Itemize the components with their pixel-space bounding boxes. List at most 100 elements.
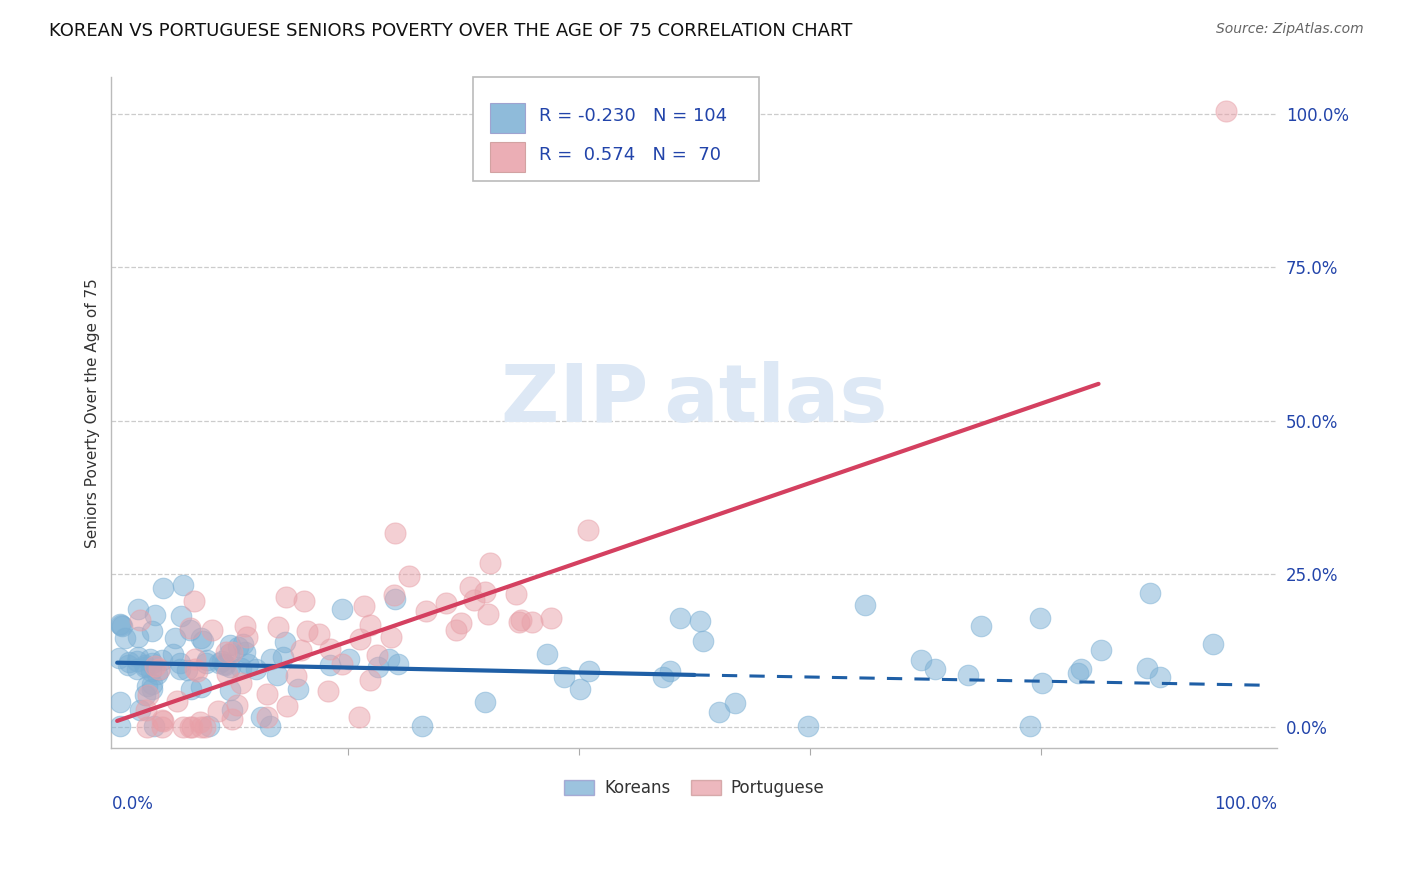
- Point: [797, 719, 820, 733]
- Point: [141, 656, 163, 670]
- Point: [229, 676, 252, 690]
- Point: [129, 614, 152, 628]
- Point: [367, 659, 389, 673]
- Point: [366, 648, 388, 662]
- Point: [195, 653, 218, 667]
- Point: [184, 662, 207, 676]
- Point: [135, 679, 157, 693]
- Point: [135, 720, 157, 734]
- Point: [1070, 662, 1092, 676]
- Point: [125, 654, 148, 668]
- Point: [359, 617, 381, 632]
- Point: [855, 599, 877, 613]
- Point: [211, 654, 233, 668]
- Point: [520, 615, 543, 630]
- Point: [152, 581, 174, 595]
- Point: [218, 647, 240, 661]
- Text: KOREAN VS PORTUGUESE SENIORS POVERTY OVER THE AGE OF 75 CORRELATION CHART: KOREAN VS PORTUGUESE SENIORS POVERTY OVE…: [49, 22, 852, 40]
- Point: [134, 688, 156, 702]
- Point: [233, 645, 256, 659]
- Point: [478, 557, 501, 571]
- Point: [568, 682, 591, 697]
- Point: [150, 653, 173, 667]
- Point: [117, 657, 139, 672]
- Point: [377, 652, 399, 666]
- Point: [245, 662, 267, 676]
- Point: [108, 695, 131, 709]
- Point: [256, 710, 278, 724]
- Point: [540, 610, 562, 624]
- Point: [259, 719, 281, 733]
- Point: [181, 720, 204, 734]
- FancyBboxPatch shape: [472, 78, 759, 181]
- Point: [139, 664, 162, 678]
- Point: [970, 619, 993, 633]
- Point: [212, 657, 235, 672]
- Point: [188, 714, 211, 729]
- Point: [332, 602, 354, 616]
- Point: [474, 584, 496, 599]
- Point: [353, 599, 375, 613]
- Point: [184, 652, 207, 666]
- Point: [1215, 104, 1237, 119]
- FancyBboxPatch shape: [491, 143, 526, 172]
- Point: [172, 720, 194, 734]
- Point: [474, 695, 496, 709]
- Point: [134, 657, 156, 672]
- Point: [143, 658, 166, 673]
- Point: [150, 720, 173, 734]
- Point: [287, 681, 309, 696]
- Point: [136, 688, 159, 702]
- Point: [1149, 670, 1171, 684]
- Point: [166, 694, 188, 708]
- Point: [349, 632, 371, 646]
- Point: [200, 623, 222, 637]
- Point: [214, 657, 236, 672]
- Point: [910, 653, 932, 667]
- Point: [179, 720, 201, 734]
- Point: [692, 634, 714, 648]
- Point: [266, 668, 288, 682]
- Point: [186, 664, 208, 678]
- Point: [108, 651, 131, 665]
- Point: [434, 596, 457, 610]
- Point: [689, 614, 711, 628]
- Point: [924, 662, 946, 676]
- Point: [169, 662, 191, 676]
- Point: [207, 656, 229, 670]
- Point: [380, 630, 402, 644]
- Point: [194, 720, 217, 734]
- Point: [190, 720, 212, 734]
- Point: [384, 591, 406, 606]
- Point: [152, 714, 174, 728]
- Point: [231, 660, 253, 674]
- Point: [163, 631, 186, 645]
- Point: [191, 634, 214, 648]
- Point: [218, 683, 240, 698]
- Point: [127, 649, 149, 664]
- Legend: Koreans, Portuguese: Koreans, Portuguese: [558, 772, 831, 804]
- Point: [250, 710, 273, 724]
- Point: [316, 684, 339, 698]
- Point: [295, 624, 318, 639]
- Point: [382, 588, 405, 602]
- Point: [135, 703, 157, 717]
- Point: [150, 713, 173, 727]
- Point: [225, 698, 247, 712]
- Point: [108, 719, 131, 733]
- Point: [170, 609, 193, 624]
- Point: [267, 620, 290, 634]
- Point: [226, 640, 249, 654]
- Point: [139, 651, 162, 665]
- Point: [444, 623, 467, 637]
- Point: [1029, 611, 1052, 625]
- Point: [508, 615, 530, 629]
- Point: [219, 659, 242, 673]
- Point: [172, 577, 194, 591]
- Point: [142, 719, 165, 733]
- Point: [127, 661, 149, 675]
- Point: [127, 602, 149, 616]
- Point: [190, 631, 212, 645]
- Point: [215, 645, 238, 659]
- Point: [1090, 643, 1112, 657]
